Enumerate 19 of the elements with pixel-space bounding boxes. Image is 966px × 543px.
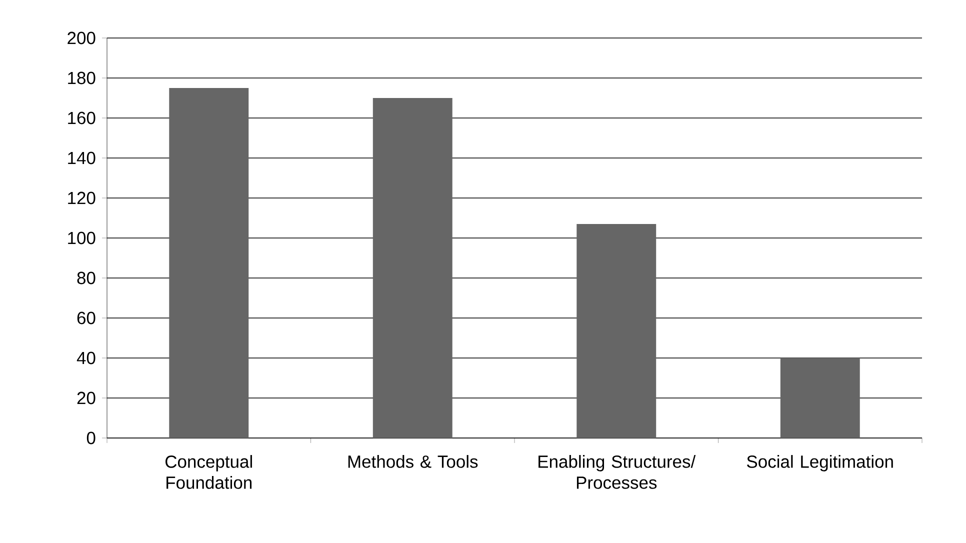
bar <box>780 358 860 438</box>
x-tick-label: Enabling Structures/ Processes <box>538 455 696 489</box>
y-tick-label: 100 <box>68 232 96 244</box>
y-tick-label: 160 <box>68 112 96 124</box>
y-tick-label: 0 <box>86 432 96 444</box>
y-tick-label: 140 <box>68 152 96 164</box>
y-tick-label: 20 <box>77 392 96 404</box>
bar <box>169 88 249 438</box>
y-tick-label: 80 <box>77 272 96 284</box>
y-tick-label: 200 <box>68 32 96 44</box>
y-tick-label: 40 <box>76 352 96 364</box>
y-tick-label: 180 <box>68 72 96 84</box>
x-tick-label: Conceptual Foundation <box>166 455 252 489</box>
y-tick-label: 120 <box>68 192 96 204</box>
bar <box>372 98 452 438</box>
bar <box>576 224 656 438</box>
y-tick-label: 60 <box>77 312 96 324</box>
x-tick-label: Social Legitimation <box>747 455 893 472</box>
x-tick-label: Methods & Tools <box>348 455 478 468</box>
